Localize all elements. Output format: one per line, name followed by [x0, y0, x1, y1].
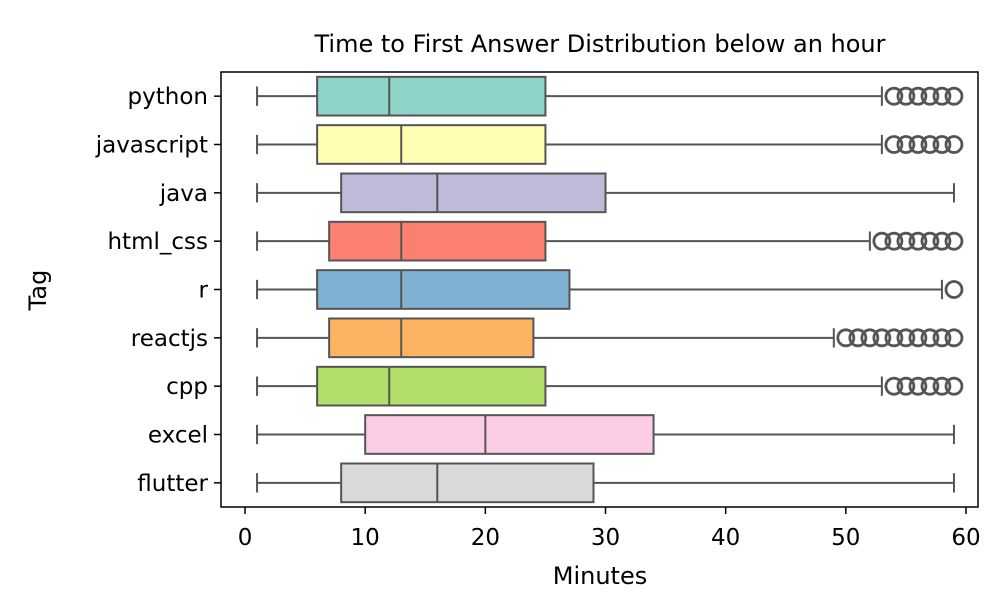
outlier-point — [884, 86, 904, 106]
box-iqr — [340, 172, 607, 214]
outlier-point — [884, 328, 904, 348]
y-tick-label: html_css — [107, 229, 208, 255]
outlier-point — [944, 86, 964, 106]
box-reactjs — [256, 317, 964, 359]
outlier-point — [884, 376, 904, 396]
box-iqr — [316, 365, 547, 407]
chart-title: Time to First Answer Distribution below … — [313, 30, 885, 58]
box-excel — [256, 414, 955, 455]
box-iqr — [328, 220, 547, 262]
box-javascript — [256, 124, 964, 165]
outlier-point — [944, 376, 964, 396]
outlier-point — [896, 376, 916, 396]
outlier-point — [908, 376, 928, 396]
outlier-point — [836, 328, 856, 348]
outlier-point — [944, 280, 964, 299]
outlier-point — [908, 231, 928, 251]
outlier-point — [896, 231, 916, 251]
outlier-point — [920, 376, 940, 396]
outlier-point — [872, 328, 892, 348]
outlier-point — [920, 328, 940, 348]
outlier-point — [884, 135, 904, 154]
x-tick-label: 50 — [831, 525, 860, 551]
y-tick-label: r — [199, 278, 209, 304]
outlier-point — [908, 86, 928, 106]
outlier-point — [932, 86, 952, 106]
outlier-point — [896, 86, 916, 106]
y-tick-label: reactjs — [131, 326, 208, 352]
outlier-point — [920, 86, 940, 106]
y-tick-label: excel — [148, 423, 208, 449]
outlier-point — [932, 328, 952, 348]
box-cpp — [256, 365, 964, 407]
outlier-point — [920, 231, 940, 251]
outlier-point — [944, 135, 964, 154]
x-tick-label: 0 — [238, 525, 253, 551]
y-tick-label: flutter — [137, 471, 208, 497]
box-iqr — [316, 75, 547, 117]
x-tick-label: 30 — [591, 525, 620, 551]
x-tick-label: 60 — [951, 525, 980, 551]
outlier-point — [932, 376, 952, 396]
box-iqr — [316, 269, 571, 310]
box-r — [256, 269, 964, 310]
box-python — [256, 75, 964, 117]
x-tick-label: 10 — [351, 525, 380, 551]
box-java — [256, 172, 955, 214]
outlier-point — [872, 231, 892, 251]
x-tick-label: 20 — [471, 525, 500, 551]
outlier-point — [932, 231, 952, 251]
x-tick-label: 40 — [711, 525, 740, 551]
x-axis-label: Minutes — [553, 562, 647, 590]
outlier-point — [908, 328, 928, 348]
outlier-point — [944, 328, 964, 348]
outlier-point — [848, 328, 868, 348]
outlier-point — [932, 135, 952, 154]
box-html_css — [256, 220, 964, 262]
box-flutter — [256, 462, 955, 504]
outlier-point — [920, 135, 940, 154]
box-iqr — [316, 124, 547, 165]
outlier-point — [884, 231, 904, 251]
y-tick-label: cpp — [166, 374, 208, 400]
outlier-point — [860, 328, 880, 348]
outlier-point — [944, 231, 964, 251]
y-tick-label: javascript — [95, 133, 208, 159]
box-iqr — [340, 462, 595, 504]
box-iqr — [364, 414, 655, 455]
y-tick-label: java — [159, 181, 208, 207]
outlier-point — [896, 135, 916, 154]
outlier-point — [896, 328, 916, 348]
y-tick-label: python — [128, 84, 208, 110]
plot-area — [256, 75, 964, 504]
y-axis-label: Tag — [24, 270, 52, 312]
outlier-point — [908, 135, 928, 154]
box-iqr — [328, 317, 535, 359]
x-axis: 0 10 20 30 40 50 60 — [238, 507, 981, 551]
